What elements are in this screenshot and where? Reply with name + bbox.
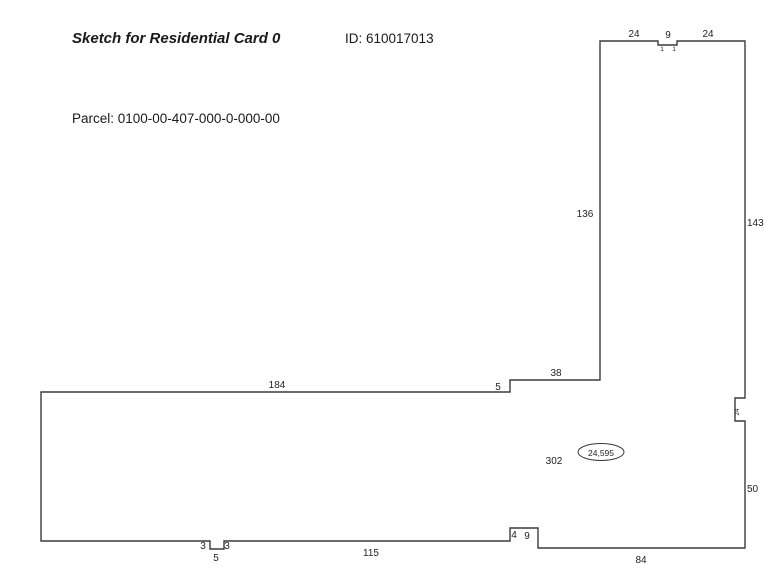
dim-bottom-115: 115 [363,548,379,559]
dim-top-left: 24 [628,29,640,40]
area-code-302: 302 [546,456,563,467]
dim-long-184: 184 [269,380,286,391]
dim-left-upper: 136 [577,209,594,220]
area-value: 24,595 [588,448,614,458]
dim-step-9: 9 [524,531,530,542]
dim-mid-38: 38 [550,368,562,379]
page-title: Sketch for Residential Card 0 [72,30,281,47]
dim-bl-notch-left: 3 [200,541,206,552]
parcel-number-label: Parcel: 0100-00-407-000-0-000-00 [72,111,280,126]
dim-step-5: 5 [495,382,501,393]
dim-top-tick-left: 1 [660,46,664,53]
dim-top-tick-right: 1 [672,46,676,53]
dim-bl-notch-bottom: 5 [213,553,219,564]
dim-top-right: 24 [702,29,714,40]
dim-top-mid: 9 [665,30,671,41]
dim-right-notch: 24 [734,408,741,416]
dim-bottom-84: 84 [635,555,647,566]
building-outline [40,40,746,550]
dim-bl-notch-right: 3 [224,541,230,552]
dim-right-lower: 50 [747,484,759,495]
dim-right-upper: 143 [747,218,764,229]
card-id-label: ID: 610017013 [345,31,434,46]
area-ellipse [577,443,625,461]
dim-step-4: 4 [511,530,517,541]
